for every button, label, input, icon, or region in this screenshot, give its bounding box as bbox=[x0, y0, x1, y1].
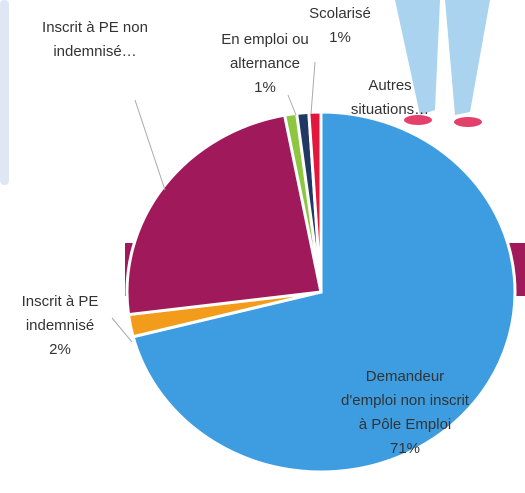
label-name: En emploi ou alternance bbox=[221, 31, 309, 72]
decor-legs bbox=[395, 0, 490, 115]
pie bbox=[125, 110, 517, 474]
label-name: Inscrit à PE non indemnisé… bbox=[42, 19, 148, 60]
data-label: Inscrit à PE indemnisé 2% bbox=[5, 290, 115, 362]
label-value: 2% bbox=[49, 341, 71, 358]
label-name: Autres situations… bbox=[350, 77, 430, 118]
data-label: En emploi ou alternance 1% bbox=[200, 28, 330, 100]
pie-slice bbox=[307, 110, 323, 293]
decor-panel bbox=[0, 0, 9, 185]
label-value: 71% bbox=[389, 440, 421, 457]
data-label: Scolarisé 1% bbox=[290, 2, 390, 50]
label-value: 1% bbox=[254, 79, 276, 96]
decor-shoe bbox=[404, 115, 432, 125]
data-label: Demandeur d'emploi non inscrit à Pôle Em… bbox=[340, 365, 470, 461]
label-name: Inscrit à PE indemnisé bbox=[21, 293, 99, 334]
pie-slice bbox=[131, 110, 517, 474]
decor-shoe bbox=[454, 117, 482, 127]
label-name: Demandeur d'emploi non inscrit à Pôle Em… bbox=[341, 368, 469, 433]
label-name: Scolarisé bbox=[309, 5, 371, 22]
data-label: Inscrit à PE non indemnisé… bbox=[20, 16, 170, 64]
data-label: Autres situations… bbox=[330, 74, 450, 122]
label-value: 1% bbox=[329, 29, 351, 46]
leader-lines bbox=[111, 61, 316, 343]
